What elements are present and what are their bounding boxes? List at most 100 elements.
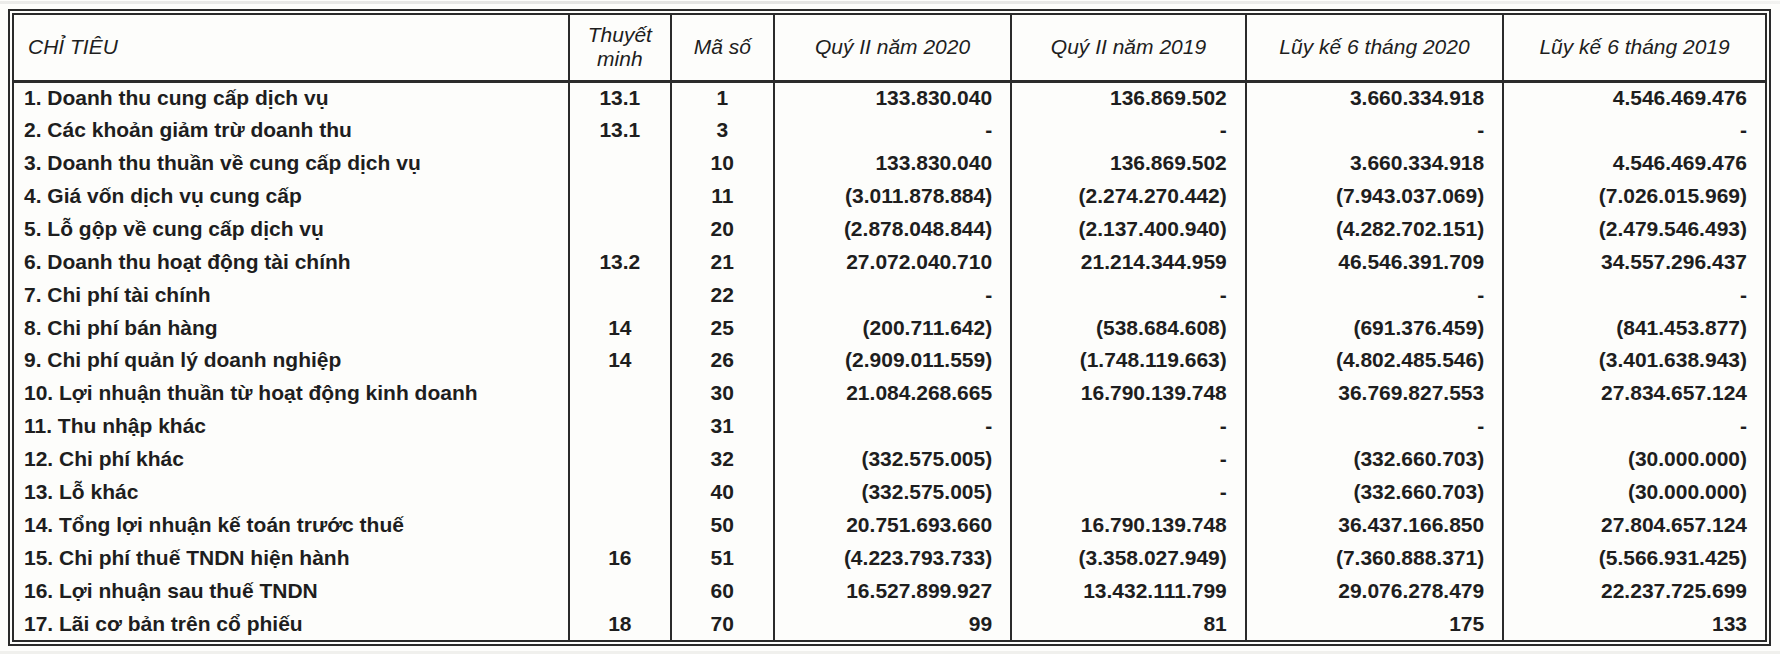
value-cell-quy2-2020: 133.830.040: [774, 81, 1011, 114]
value-cell-luyke-2020: 36.769.827.553: [1246, 377, 1503, 410]
code-cell: 25: [671, 311, 774, 344]
value-cell-luyke-2020: -: [1246, 410, 1503, 443]
value-cell-luyke-2020: (691.376.459): [1246, 311, 1503, 344]
note-cell: 13.1: [569, 81, 671, 114]
table-row: 2. Các khoản giảm trừ doanh thu 13.1 3 -…: [14, 114, 1765, 147]
row-label-cell: 15. Chi phí thuế TNDN hiện hành: [14, 541, 569, 574]
value-cell-quy2-2019: -: [1011, 114, 1246, 147]
table-row: 4. Giá vốn dịch vụ cung cấp 11 (3.011.87…: [14, 180, 1765, 213]
row-label-cell: 12. Chi phí khác: [14, 443, 569, 476]
value-cell-quy2-2020: (3.011.878.884): [774, 180, 1011, 213]
row-label-cell: 11. Thu nhập khác: [14, 410, 569, 443]
column-header-thuyet-minh: Thuyết minh: [569, 15, 671, 81]
code-cell: 70: [671, 607, 774, 640]
row-label-cell: 14. Tổng lợi nhuận kế toán trước thuế: [14, 508, 569, 541]
code-cell: 26: [671, 344, 774, 377]
value-cell-quy2-2020: (4.223.793.733): [774, 541, 1011, 574]
value-cell-luyke-2020: (4.802.485.546): [1246, 344, 1503, 377]
column-header-ma-so: Mã số: [671, 15, 774, 81]
row-label-cell: 3. Doanh thu thuần về cung cấp dịch vụ: [14, 147, 569, 180]
code-cell: 3: [671, 114, 774, 147]
value-cell-luyke-2019: (30.000.000): [1503, 476, 1765, 509]
note-cell: [569, 443, 671, 476]
value-cell-luyke-2019: 4.546.469.476: [1503, 81, 1765, 114]
value-cell-quy2-2019: 13.432.111.799: [1011, 574, 1246, 607]
note-cell: [569, 180, 671, 213]
table-row: 10. Lợi nhuận thuần từ hoạt động kinh do…: [14, 377, 1765, 410]
row-label-cell: 7. Chi phí tài chính: [14, 278, 569, 311]
value-cell-quy2-2020: (2.909.011.559): [774, 344, 1011, 377]
table-row: 16. Lợi nhuận sau thuế TNDN 60 16.527.89…: [14, 574, 1765, 607]
value-cell-quy2-2020: (200.711.642): [774, 311, 1011, 344]
table-body: 1. Doanh thu cung cấp dịch vụ 13.1 1 133…: [14, 81, 1765, 640]
note-cell: [569, 410, 671, 443]
code-cell: 22: [671, 278, 774, 311]
value-cell-luyke-2020: -: [1246, 278, 1503, 311]
code-cell: 11: [671, 180, 774, 213]
note-cell: 13.2: [569, 245, 671, 278]
table-row: 14. Tổng lợi nhuận kế toán trước thuế 50…: [14, 508, 1765, 541]
value-cell-quy2-2019: -: [1011, 443, 1246, 476]
value-cell-luyke-2019: (7.026.015.969): [1503, 180, 1765, 213]
note-cell: 14: [569, 344, 671, 377]
value-cell-luyke-2019: 133: [1503, 607, 1765, 640]
value-cell-luyke-2020: 3.660.334.918: [1246, 147, 1503, 180]
code-cell: 51: [671, 541, 774, 574]
row-label-cell: 5. Lỗ gộp về cung cấp dịch vụ: [14, 213, 569, 246]
value-cell-quy2-2019: 136.869.502: [1011, 147, 1246, 180]
value-cell-luyke-2020: 175: [1246, 607, 1503, 640]
note-cell: [569, 508, 671, 541]
row-label-cell: 16. Lợi nhuận sau thuế TNDN: [14, 574, 569, 607]
value-cell-quy2-2020: -: [774, 278, 1011, 311]
value-cell-quy2-2019: -: [1011, 410, 1246, 443]
note-cell: 14: [569, 311, 671, 344]
column-header-chi-tieu: CHỈ TIÊU: [14, 15, 569, 81]
column-header-quy2-2020: Quý II năm 2020: [774, 15, 1011, 81]
code-cell: 10: [671, 147, 774, 180]
value-cell-luyke-2019: -: [1503, 114, 1765, 147]
value-cell-quy2-2020: 133.830.040: [774, 147, 1011, 180]
value-cell-quy2-2020: -: [774, 114, 1011, 147]
value-cell-luyke-2019: (841.453.877): [1503, 311, 1765, 344]
value-cell-luyke-2020: 36.437.166.850: [1246, 508, 1503, 541]
value-cell-quy2-2019: 16.790.139.748: [1011, 508, 1246, 541]
note-cell: [569, 278, 671, 311]
value-cell-quy2-2020: 20.751.693.660: [774, 508, 1011, 541]
value-cell-quy2-2020: 16.527.899.927: [774, 574, 1011, 607]
code-cell: 50: [671, 508, 774, 541]
value-cell-quy2-2019: -: [1011, 278, 1246, 311]
value-cell-luyke-2020: -: [1246, 114, 1503, 147]
scan-artifact-top: [0, 1, 1780, 4]
table-row: 7. Chi phí tài chính 22 - - - -: [14, 278, 1765, 311]
value-cell-quy2-2020: 27.072.040.710: [774, 245, 1011, 278]
value-cell-luyke-2019: 4.546.469.476: [1503, 147, 1765, 180]
row-label-cell: 9. Chi phí quản lý doanh nghiệp: [14, 344, 569, 377]
value-cell-luyke-2019: (30.000.000): [1503, 443, 1765, 476]
code-cell: 32: [671, 443, 774, 476]
value-cell-quy2-2019: 81: [1011, 607, 1246, 640]
value-cell-luyke-2020: (7.943.037.069): [1246, 180, 1503, 213]
value-cell-luyke-2020: 29.076.278.479: [1246, 574, 1503, 607]
value-cell-quy2-2020: (332.575.005): [774, 476, 1011, 509]
value-cell-quy2-2019: (2.274.270.442): [1011, 180, 1246, 213]
value-cell-luyke-2019: 27.834.657.124: [1503, 377, 1765, 410]
row-label-cell: 2. Các khoản giảm trừ doanh thu: [14, 114, 569, 147]
value-cell-quy2-2020: -: [774, 410, 1011, 443]
value-cell-luyke-2019: (2.479.546.493): [1503, 213, 1765, 246]
income-statement-table-frame: CHỈ TIÊU Thuyết minh Mã số Quý II năm 20…: [8, 9, 1771, 646]
value-cell-quy2-2020: 21.084.268.665: [774, 377, 1011, 410]
value-cell-quy2-2019: (2.137.400.940): [1011, 213, 1246, 246]
table-row: 3. Doanh thu thuần về cung cấp dịch vụ 1…: [14, 147, 1765, 180]
table-row: 5. Lỗ gộp về cung cấp dịch vụ 20 (2.878.…: [14, 213, 1765, 246]
table-header-row: CHỈ TIÊU Thuyết minh Mã số Quý II năm 20…: [14, 15, 1765, 81]
table-row: 13. Lỗ khác 40 (332.575.005) - (332.660.…: [14, 476, 1765, 509]
table-row: 1. Doanh thu cung cấp dịch vụ 13.1 1 133…: [14, 81, 1765, 114]
table-row: 8. Chi phí bán hàng 14 25 (200.711.642) …: [14, 311, 1765, 344]
value-cell-luyke-2020: (4.282.702.151): [1246, 213, 1503, 246]
row-label-cell: 8. Chi phí bán hàng: [14, 311, 569, 344]
note-cell: [569, 213, 671, 246]
value-cell-quy2-2019: (538.684.608): [1011, 311, 1246, 344]
table-row: 9. Chi phí quản lý doanh nghiệp 14 26 (2…: [14, 344, 1765, 377]
value-cell-luyke-2019: (3.401.638.943): [1503, 344, 1765, 377]
income-statement-table: CHỈ TIÊU Thuyết minh Mã số Quý II năm 20…: [14, 15, 1765, 640]
